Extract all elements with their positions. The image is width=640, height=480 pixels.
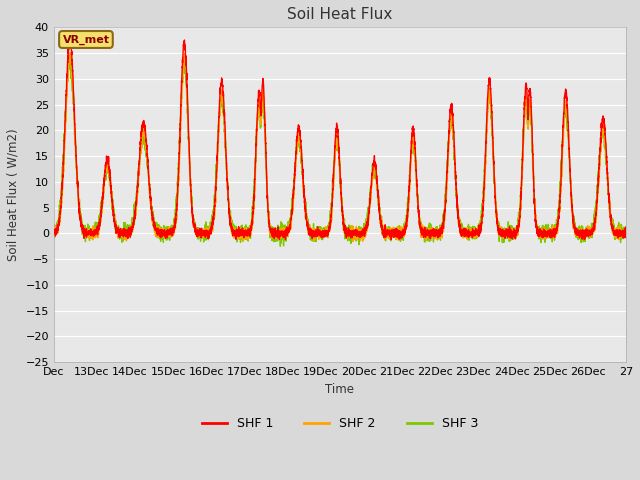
SHF 2 (239, 239, 246, 244)
SHF 1 (622, 232, 630, 238)
SHF 2 (269, 234, 276, 240)
SHF 2 (67, 50, 74, 56)
Legend: SHF 1, SHF 2, SHF 3: SHF 1, SHF 2, SHF 3 (196, 412, 483, 435)
SHF 1 (477, 227, 484, 233)
SHF 1 (422, 228, 430, 234)
SHF 1 (66, 35, 74, 40)
SHF 1 (387, 237, 395, 242)
Text: VR_met: VR_met (63, 35, 109, 45)
SHF 3 (269, 228, 276, 233)
SHF 3 (394, 233, 401, 239)
SHF 2 (622, 230, 630, 236)
SHF 1 (154, 225, 162, 231)
SHF 2 (520, 115, 528, 120)
SHF 2 (50, 229, 58, 235)
SHF 3 (154, 227, 162, 233)
SHF 1 (520, 99, 528, 105)
SHF 2 (422, 236, 430, 242)
Title: Soil Heat Flux: Soil Heat Flux (287, 7, 392, 22)
SHF 3 (65, 54, 72, 60)
Line: SHF 3: SHF 3 (54, 57, 626, 246)
X-axis label: Time: Time (325, 383, 355, 396)
SHF 3 (477, 214, 484, 219)
SHF 2 (394, 235, 401, 241)
SHF 3 (622, 234, 630, 240)
SHF 1 (394, 234, 401, 240)
SHF 2 (154, 229, 162, 235)
SHF 2 (477, 220, 484, 226)
SHF 3 (276, 243, 284, 249)
SHF 1 (50, 229, 58, 235)
SHF 3 (50, 232, 58, 238)
Line: SHF 2: SHF 2 (54, 53, 626, 241)
SHF 3 (422, 225, 430, 230)
Line: SHF 1: SHF 1 (54, 37, 626, 240)
Y-axis label: Soil Heat Flux ( W/m2): Soil Heat Flux ( W/m2) (7, 129, 20, 261)
SHF 1 (269, 226, 276, 231)
SHF 3 (520, 115, 528, 120)
